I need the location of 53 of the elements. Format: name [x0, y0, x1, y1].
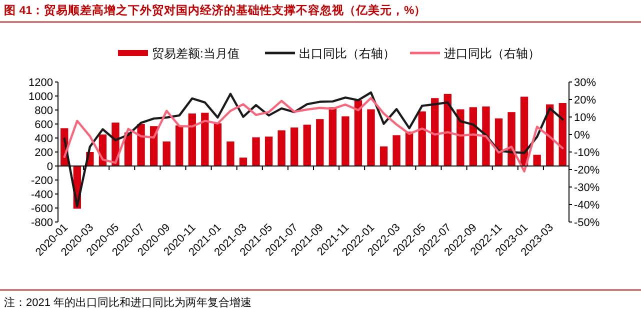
y-tick-label: 1000: [28, 91, 53, 103]
y-tick-label: 1200: [28, 77, 53, 89]
bar: [508, 112, 516, 166]
y2-tick-label: -20%: [574, 164, 600, 176]
bar: [558, 103, 566, 166]
chart-title: 图 41：贸易顺差高增之下外贸对国内经济的基础性支撑不容忽视（亿美元，%）: [4, 3, 426, 17]
y2-tick-label: 10%: [574, 112, 596, 124]
y2-tick-label: -50%: [574, 217, 600, 229]
bar: [264, 136, 273, 166]
bar: [380, 146, 388, 166]
bar: [444, 94, 452, 166]
y-tick-label: 0: [46, 161, 53, 173]
bar: [162, 142, 170, 166]
bar: [239, 158, 248, 166]
y2-tick-label: 30%: [574, 77, 596, 89]
y-tick-label: -800: [30, 217, 53, 229]
y-tick-label: 200: [34, 147, 53, 159]
bar: [278, 130, 286, 166]
y-tick-label: -600: [30, 203, 53, 215]
bar: [188, 114, 196, 166]
y-tick-label: 600: [34, 119, 53, 131]
bar: [405, 132, 414, 166]
bar: [176, 125, 184, 166]
bar: [418, 111, 426, 166]
text: 注：2021 年的出口同比和进口同比为两年复合增速: [4, 296, 252, 309]
y2-tick-label: -30%: [574, 182, 600, 194]
legend-label: 出口同比（右轴）: [299, 46, 395, 60]
y-tick-label: -400: [30, 189, 53, 201]
y-tick-label: -200: [30, 175, 53, 187]
y-tick-label: 400: [34, 133, 53, 145]
legend-label: 进口同比（右轴）: [444, 46, 540, 60]
bar: [201, 112, 209, 166]
bar: [290, 128, 298, 166]
bar: [137, 124, 145, 166]
bar: [303, 124, 311, 166]
y-tick-label: 800: [34, 105, 53, 117]
y2-tick-label: -10%: [574, 147, 600, 159]
bar: [533, 154, 541, 166]
bar: [392, 135, 400, 166]
bar: [252, 137, 260, 166]
bar: [342, 116, 350, 166]
bar: [431, 98, 439, 166]
bar: [214, 123, 222, 166]
y2-tick-label: -40%: [574, 200, 600, 212]
bar: [482, 106, 490, 166]
bar: [328, 107, 336, 166]
bar: [316, 119, 324, 166]
bar: [354, 100, 362, 166]
y2-tick-label: 0%: [574, 130, 590, 142]
y2-tick-label: 20%: [574, 94, 596, 106]
bar: [367, 109, 375, 166]
legend-label: 贸易差额:当月值: [152, 46, 240, 60]
bar: [226, 142, 234, 166]
